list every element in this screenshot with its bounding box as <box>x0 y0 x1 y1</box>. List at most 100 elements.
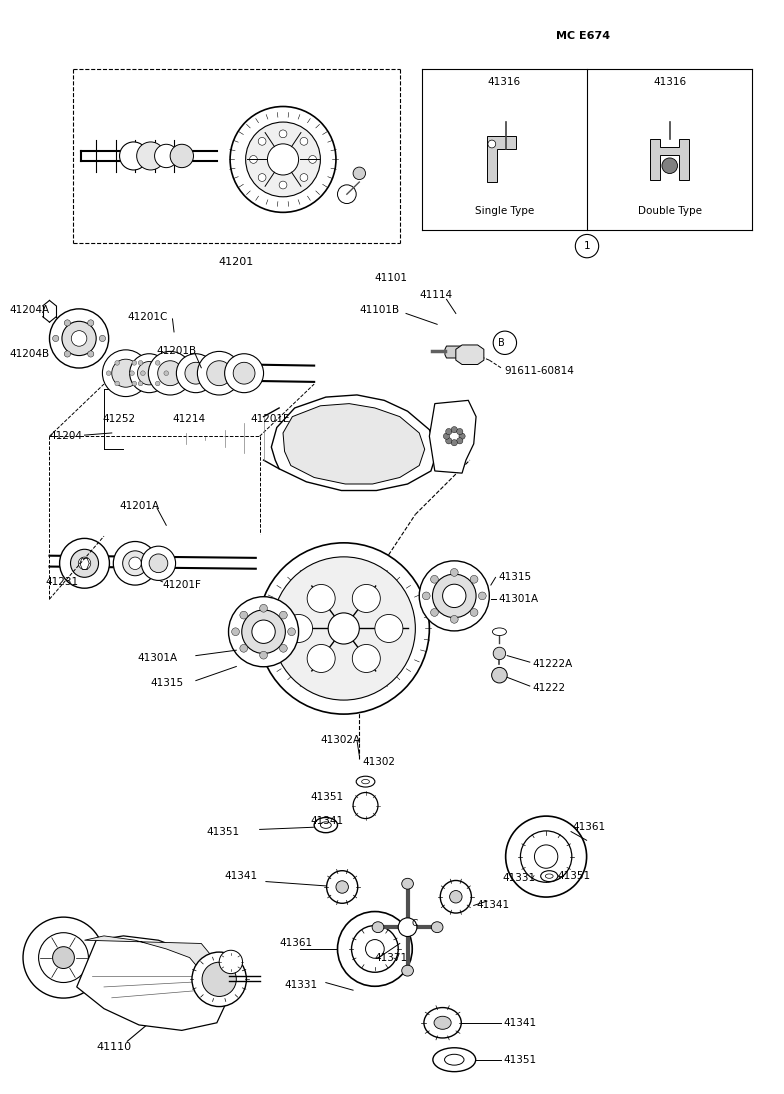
Circle shape <box>258 543 430 714</box>
Circle shape <box>231 628 239 636</box>
Text: 41316: 41316 <box>488 77 521 86</box>
Text: 41341: 41341 <box>476 900 509 910</box>
Polygon shape <box>445 346 466 358</box>
Circle shape <box>78 557 91 570</box>
Polygon shape <box>77 935 228 1031</box>
Circle shape <box>470 575 478 583</box>
Circle shape <box>23 917 104 998</box>
Circle shape <box>488 140 495 148</box>
Circle shape <box>71 549 99 578</box>
Circle shape <box>198 351 241 395</box>
Polygon shape <box>283 404 425 484</box>
Text: 41361: 41361 <box>572 823 606 833</box>
Text: B: B <box>499 338 505 348</box>
Circle shape <box>267 143 299 175</box>
Text: 91611-60814: 91611-60814 <box>505 366 575 376</box>
Circle shape <box>103 350 149 396</box>
Circle shape <box>419 561 489 631</box>
Circle shape <box>300 174 308 182</box>
Circle shape <box>260 651 267 659</box>
Circle shape <box>49 309 109 368</box>
Circle shape <box>240 612 248 619</box>
Circle shape <box>351 926 398 973</box>
Circle shape <box>185 362 207 384</box>
Ellipse shape <box>321 822 332 828</box>
Circle shape <box>112 359 140 387</box>
Polygon shape <box>85 935 213 976</box>
Circle shape <box>258 138 266 146</box>
Ellipse shape <box>541 871 557 882</box>
Circle shape <box>148 351 192 395</box>
Text: 41110: 41110 <box>96 1041 131 1051</box>
Circle shape <box>115 381 119 386</box>
Circle shape <box>285 615 313 642</box>
Circle shape <box>443 584 466 607</box>
Circle shape <box>521 830 572 882</box>
Text: 41201F: 41201F <box>162 580 201 590</box>
Circle shape <box>288 628 296 636</box>
Ellipse shape <box>372 922 384 932</box>
Text: 41301A: 41301A <box>137 653 177 663</box>
Text: 41351: 41351 <box>206 827 239 837</box>
Circle shape <box>136 142 165 170</box>
Circle shape <box>164 371 169 375</box>
Text: 41231: 41231 <box>45 577 78 586</box>
Circle shape <box>154 144 178 167</box>
Text: 41114: 41114 <box>419 290 452 300</box>
Ellipse shape <box>431 922 443 932</box>
Circle shape <box>38 933 89 982</box>
Text: Single Type: Single Type <box>474 206 534 216</box>
Text: 41301A: 41301A <box>499 594 539 604</box>
Text: 41302: 41302 <box>362 757 395 767</box>
Circle shape <box>451 440 457 446</box>
Circle shape <box>575 234 599 258</box>
Circle shape <box>192 952 246 1006</box>
Text: 41204A: 41204A <box>9 305 49 315</box>
Circle shape <box>451 427 457 433</box>
Circle shape <box>506 816 586 897</box>
Circle shape <box>375 615 403 642</box>
Circle shape <box>252 620 275 643</box>
Circle shape <box>88 351 94 357</box>
Ellipse shape <box>434 1016 451 1029</box>
Circle shape <box>53 946 74 968</box>
Circle shape <box>430 575 438 583</box>
Circle shape <box>71 330 87 346</box>
Text: 41201C: 41201C <box>127 312 168 322</box>
Circle shape <box>220 951 242 974</box>
Circle shape <box>207 361 231 386</box>
Text: 41101B: 41101B <box>359 305 399 315</box>
Circle shape <box>62 322 96 356</box>
Circle shape <box>245 123 321 197</box>
Circle shape <box>535 845 557 869</box>
Text: 41316: 41316 <box>653 77 686 86</box>
Circle shape <box>138 361 143 365</box>
Ellipse shape <box>314 817 337 833</box>
Circle shape <box>132 361 136 365</box>
Ellipse shape <box>401 965 413 976</box>
Circle shape <box>492 667 507 683</box>
Circle shape <box>459 433 465 440</box>
Circle shape <box>398 918 417 936</box>
Circle shape <box>249 155 257 163</box>
Circle shape <box>307 584 336 613</box>
Circle shape <box>176 353 216 393</box>
Circle shape <box>233 362 255 384</box>
Circle shape <box>170 144 194 167</box>
Text: 41341: 41341 <box>225 871 258 881</box>
Ellipse shape <box>353 792 378 818</box>
Circle shape <box>129 353 169 393</box>
Circle shape <box>64 319 71 326</box>
Text: 41222: 41222 <box>532 684 565 694</box>
Text: 41315: 41315 <box>499 572 532 582</box>
Circle shape <box>158 361 183 386</box>
Circle shape <box>450 616 458 624</box>
Circle shape <box>445 438 452 444</box>
Ellipse shape <box>356 777 375 787</box>
Ellipse shape <box>445 1055 464 1066</box>
Circle shape <box>60 538 110 589</box>
Circle shape <box>423 592 430 600</box>
Text: 41222A: 41222A <box>532 660 572 670</box>
Polygon shape <box>487 137 516 182</box>
Text: 41331: 41331 <box>285 980 318 990</box>
